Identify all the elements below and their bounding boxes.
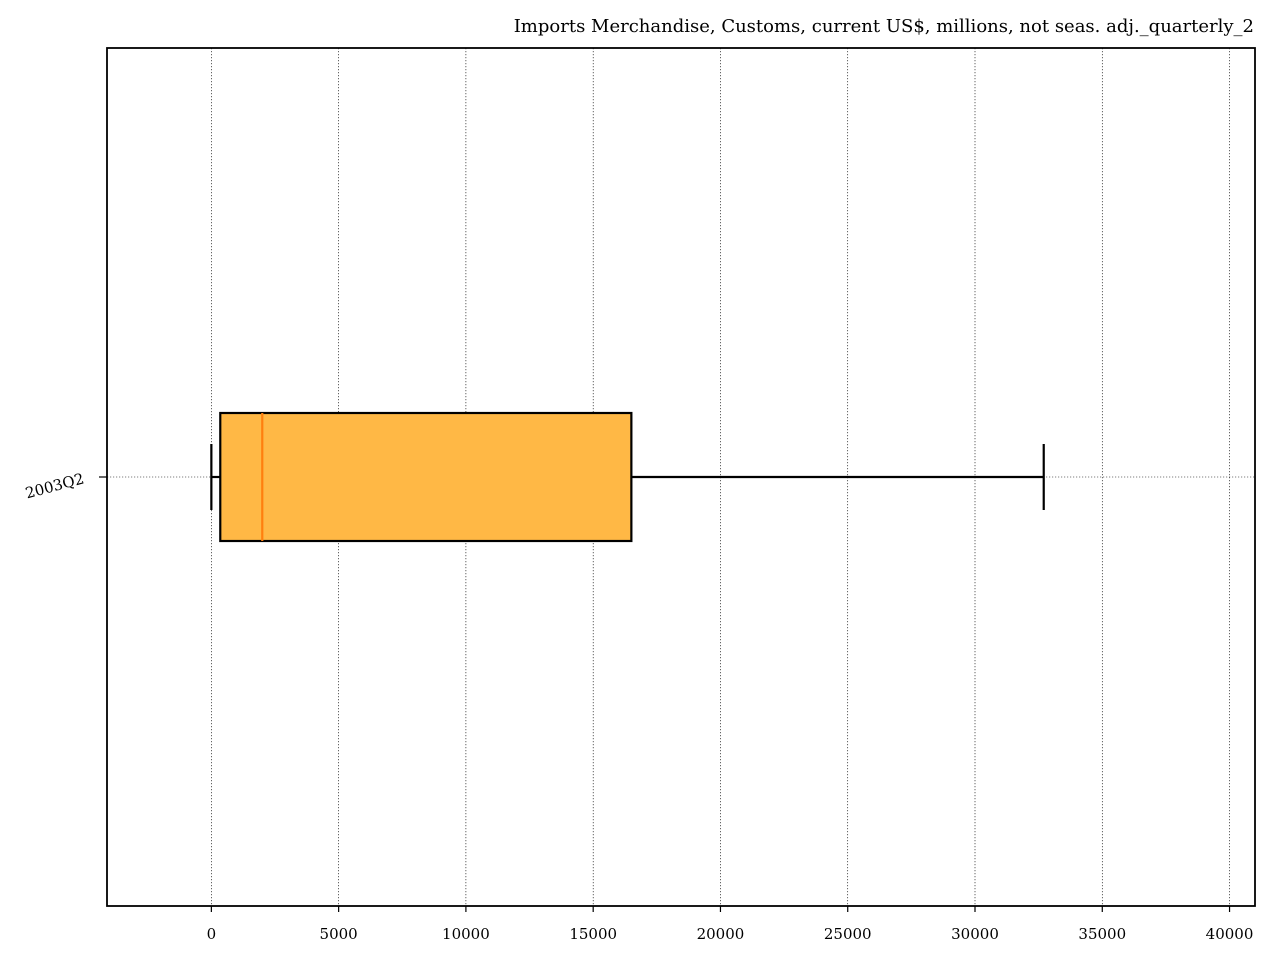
x-tick-label: 40000 — [1206, 925, 1254, 943]
x-tick-label: 25000 — [824, 925, 872, 943]
box-layer — [210, 411, 1045, 543]
box-group — [210, 411, 1045, 543]
x-tick-label: 0 — [207, 925, 217, 943]
x-tick-label: 10000 — [442, 925, 490, 943]
y-tick-label: 2003Q2 — [23, 469, 86, 502]
iqr-box — [219, 411, 633, 543]
x-tick-label: 15000 — [569, 925, 617, 943]
x-tick-label: 20000 — [697, 925, 745, 943]
axis-layer: 0 5000 10000 15000 20000 25000 30000 35000 40000… — [23, 47, 1256, 943]
x-tick-label: 5000 — [320, 925, 358, 943]
x-tick-label: 35000 — [1078, 925, 1126, 943]
x-tick-label: 30000 — [951, 925, 999, 943]
chart-title: Imports Merchandise, Customs, current US… — [514, 16, 1254, 37]
